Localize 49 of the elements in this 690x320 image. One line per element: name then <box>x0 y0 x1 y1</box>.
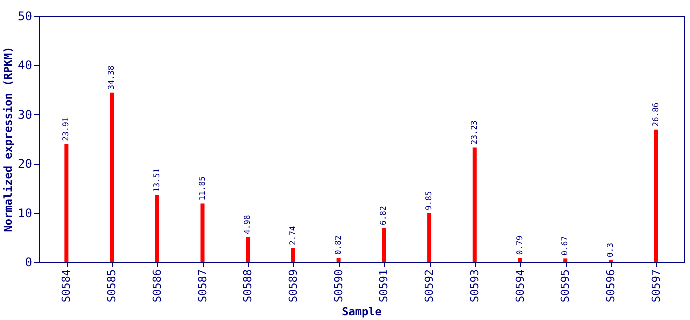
y-tick-label: 50 <box>18 10 32 24</box>
x-tick-label: S0588 <box>242 270 255 303</box>
bar <box>428 214 432 262</box>
x-tick-label: S0597 <box>650 270 663 303</box>
data-label: 34.38 <box>107 66 116 90</box>
x-tick-label: S0587 <box>196 270 210 303</box>
bar <box>200 204 205 262</box>
data-label: 11.85 <box>198 176 207 201</box>
bar <box>246 238 250 262</box>
bar <box>64 144 69 262</box>
x-tick-label: S0585 <box>106 270 119 303</box>
y-tick-label: 40 <box>18 58 32 73</box>
data-label: 2.74 <box>288 226 298 246</box>
data-label: 23.91 <box>62 117 71 142</box>
x-tick-label: S0592 <box>423 270 436 303</box>
x-tick-label: S0589 <box>286 270 300 303</box>
x-tick-label: S0590 <box>332 270 346 303</box>
bar <box>382 228 386 262</box>
data-label: 4.98 <box>243 215 252 234</box>
data-label: 9.85 <box>424 191 434 211</box>
bar <box>291 248 296 262</box>
x-tick-label: S0584 <box>60 269 74 303</box>
bar <box>155 196 160 262</box>
x-tick-label: S0595 <box>559 270 572 303</box>
y-tick-label: 0 <box>25 256 32 270</box>
x-tick-label: S0586 <box>150 270 164 303</box>
x-tick-label: S0594 <box>514 269 527 303</box>
bar <box>564 258 568 262</box>
bar <box>472 148 477 262</box>
data-label: 13.51 <box>152 168 162 193</box>
data-label: 0.67 <box>560 236 570 256</box>
data-label: 0.79 <box>515 236 524 256</box>
data-label: 6.82 <box>379 206 388 226</box>
x-tick-label: S0591 <box>378 270 391 303</box>
x-tick-label: S0593 <box>468 270 482 303</box>
data-label: 0.82 <box>334 236 343 255</box>
y-tick-label: 10 <box>18 206 32 220</box>
bar <box>654 130 658 262</box>
data-label: 26.86 <box>651 102 660 127</box>
x-tick-label: S0596 <box>604 270 618 303</box>
x-axis-title: Sample <box>342 306 382 319</box>
y-tick-label: 20 <box>18 157 32 172</box>
data-label: 0.3 <box>606 242 615 258</box>
bar <box>110 92 114 262</box>
bar <box>336 258 341 262</box>
y-axis-title: Normalized expression (RPKM) <box>2 46 16 232</box>
data-label: 23.23 <box>470 120 479 145</box>
y-tick-label: 30 <box>18 108 32 122</box>
bar <box>518 258 522 262</box>
